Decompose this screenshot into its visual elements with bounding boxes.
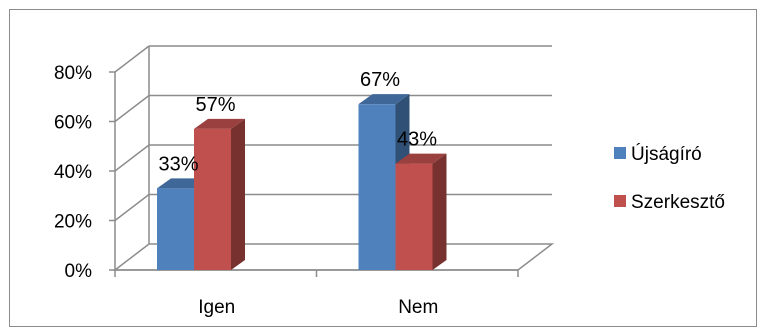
legend-item: Szerkesztő: [631, 192, 725, 213]
data-label: 33%: [158, 153, 198, 175]
gridline-side: [114, 94, 150, 123]
legend-item: Újságíró: [631, 143, 702, 165]
legend-swatch: [614, 147, 626, 159]
y-tick-label: 40%: [54, 162, 92, 183]
y-tick-label: 60%: [54, 113, 92, 134]
bar-top: [358, 94, 410, 105]
data-label: 67%: [360, 69, 400, 91]
x-category-label: Igen: [198, 297, 235, 318]
y-tick-label: 20%: [54, 212, 92, 233]
gridline-side: [114, 193, 150, 222]
bar: [157, 188, 194, 270]
data-label: 57%: [195, 94, 235, 116]
bar: [395, 163, 433, 270]
bar: [358, 104, 396, 270]
y-tick-label: 80%: [54, 63, 92, 84]
gridline-side: [114, 144, 150, 172]
data-label: 43%: [397, 129, 437, 151]
bar: [194, 128, 231, 270]
gridline-side: [114, 45, 150, 73]
bar-top: [194, 118, 245, 129]
bar-top: [395, 153, 447, 164]
y-tick-label: 0%: [65, 261, 93, 282]
legend-swatch: [614, 195, 626, 207]
x-category-label: Nem: [398, 297, 438, 318]
bar-side: [432, 153, 447, 270]
bar-side: [231, 118, 245, 270]
